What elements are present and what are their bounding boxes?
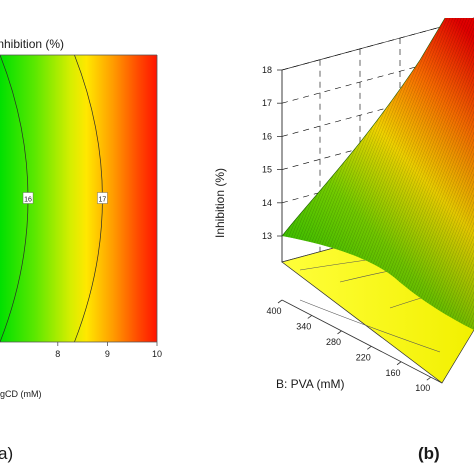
surface-z-ticks: 13 14 15 16 17 18 xyxy=(262,65,282,241)
surface-y-tick-mark xyxy=(337,330,342,335)
surface-y-axis xyxy=(281,299,443,384)
contour-x-tick-label: 8 xyxy=(55,349,60,359)
surface-y-tick-mark xyxy=(277,299,283,304)
surface-z-tick-label: 17 xyxy=(262,98,272,108)
contour-labels: 16 17 xyxy=(22,192,108,204)
surface-y-tick-label: 100 xyxy=(415,383,430,393)
surface-y-tick-label: 400 xyxy=(266,306,281,316)
surface-y-tick-label: 340 xyxy=(296,321,311,331)
contour-title: Inhibition (%) xyxy=(0,37,64,51)
contour-label: 16 xyxy=(24,197,32,204)
surface-y-ticks: 400 340 280 220 160 100 xyxy=(266,299,432,393)
contour-x-tick-label: 9 xyxy=(105,349,110,359)
surface-y-tick-label: 280 xyxy=(326,337,341,347)
surface-panel: 13 14 15 16 17 18 Inhibition (%) 400 340 280 220… xyxy=(213,17,474,463)
surface-z-tick-label: 18 xyxy=(262,65,272,75)
contour-x-ticks: 8 9 10 xyxy=(55,342,162,359)
surface-z-tick-label: 14 xyxy=(262,198,272,208)
contour-x-axis-label: gCD (mM) xyxy=(0,389,42,399)
surface-y-tick-label: 220 xyxy=(356,352,371,362)
surface-y-tick-label: 160 xyxy=(386,368,401,378)
surface-y-axis-label: B: PVA (mM) xyxy=(276,377,344,391)
panel-a-label: a) xyxy=(0,444,13,463)
surface-edge xyxy=(281,17,446,237)
contour-x-tick-label: 10 xyxy=(152,349,162,359)
surface-y-tick-mark xyxy=(396,361,402,366)
contour-label: 17 xyxy=(99,197,107,204)
surface-y-tick-mark xyxy=(367,345,372,350)
contour-label-box xyxy=(22,192,34,204)
surface-z-tick-label: 16 xyxy=(262,131,272,141)
surface-y-tick-mark xyxy=(426,376,432,381)
panel-b-label: (b) xyxy=(418,444,440,463)
contour-label-box xyxy=(97,192,108,204)
surface-y-tick-mark xyxy=(307,315,313,319)
surface-z-axis-label: Inhibition (%) xyxy=(213,168,227,238)
surface-z-tick-label: 13 xyxy=(262,231,272,241)
surface-z-tick-label: 15 xyxy=(262,165,272,175)
contour-panel: Inhibition (%) 16 17 8 9 10 gCD (mM) a) xyxy=(0,37,162,463)
